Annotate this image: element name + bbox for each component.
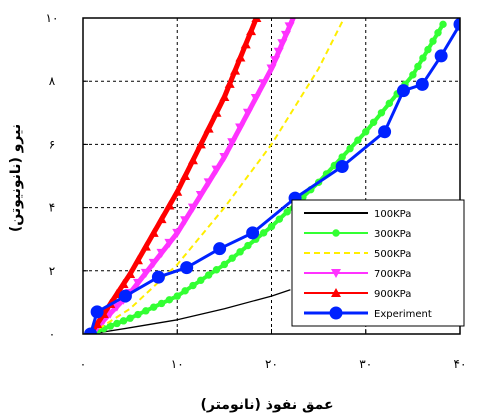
- data-point: [355, 137, 361, 143]
- data-point: [379, 126, 391, 138]
- data-point: [152, 271, 164, 283]
- data-point: [347, 145, 353, 151]
- data-point: [378, 110, 384, 116]
- y-tick-label: ۶: [49, 137, 55, 151]
- data-point: [135, 311, 141, 317]
- data-point: [182, 288, 188, 294]
- legend-label: 700KPa: [374, 269, 411, 280]
- series-900kpa: [86, 13, 262, 338]
- legend-label: 300KPa: [374, 229, 411, 240]
- data-point: [415, 63, 421, 69]
- data-point: [221, 261, 227, 267]
- series-line: [91, 18, 257, 334]
- data-point: [363, 129, 369, 135]
- data-point: [430, 38, 436, 44]
- data-point: [181, 262, 193, 274]
- data-point: [435, 50, 447, 62]
- legend-label: 900KPa: [374, 289, 411, 300]
- x-tick-label: ۱۰: [171, 357, 184, 371]
- data-point: [143, 308, 149, 314]
- data-point: [214, 243, 226, 255]
- data-point: [410, 72, 416, 78]
- data-point: [247, 227, 259, 239]
- data-point: [435, 30, 441, 36]
- data-point: [114, 320, 120, 326]
- data-point: [190, 282, 196, 288]
- x-tick-label: ۰: [80, 357, 86, 371]
- data-point: [260, 230, 266, 236]
- data-point: [416, 78, 428, 90]
- data-point: [336, 161, 348, 173]
- data-point: [119, 290, 131, 302]
- data-point: [420, 55, 426, 61]
- y-tick-label: ۴: [49, 201, 55, 215]
- data-point: [150, 304, 156, 310]
- x-axis-title: عمق نفوذ (نانومتر): [200, 397, 333, 413]
- data-point: [127, 315, 133, 321]
- y-tick-label: ۸: [49, 74, 56, 88]
- data-point: [229, 255, 235, 261]
- data-point: [370, 119, 376, 125]
- y-axis-title: نیرو (نانونیوتن): [8, 124, 24, 232]
- y-tick-label: ۱۰: [46, 11, 59, 25]
- data-point: [205, 272, 211, 278]
- x-tick-label: ۲۰: [265, 357, 278, 371]
- data-point: [91, 306, 103, 318]
- data-point: [120, 318, 126, 324]
- data-point: [198, 277, 204, 283]
- legend: 100KPa 300KPa 500KPa 700KPa 900KPa Experiment: [292, 200, 464, 326]
- data-point: [268, 223, 274, 229]
- legend-label: 100KPa: [374, 209, 411, 220]
- data-point: [245, 242, 251, 248]
- data-point: [237, 249, 243, 255]
- data-point: [397, 85, 409, 97]
- data-point: [386, 100, 392, 106]
- data-point: [339, 154, 345, 160]
- data-point: [213, 267, 219, 273]
- data-point: [158, 300, 164, 306]
- y-tick-label: ۲: [49, 264, 55, 278]
- data-point: [284, 209, 290, 215]
- y-tick-label: ۰: [49, 327, 55, 341]
- legend-label: 500KPa: [374, 249, 411, 260]
- x-tick-label: ۳۰: [359, 357, 372, 371]
- legend-marker: [333, 230, 339, 236]
- legend-marker: [330, 307, 342, 319]
- data-point: [425, 46, 431, 52]
- legend-label: Experiment: [374, 309, 432, 320]
- x-tick-label: ۴۰: [454, 357, 467, 371]
- data-point: [276, 216, 282, 222]
- data-point: [166, 297, 172, 303]
- data-point: [440, 21, 446, 27]
- data-point: [174, 293, 180, 299]
